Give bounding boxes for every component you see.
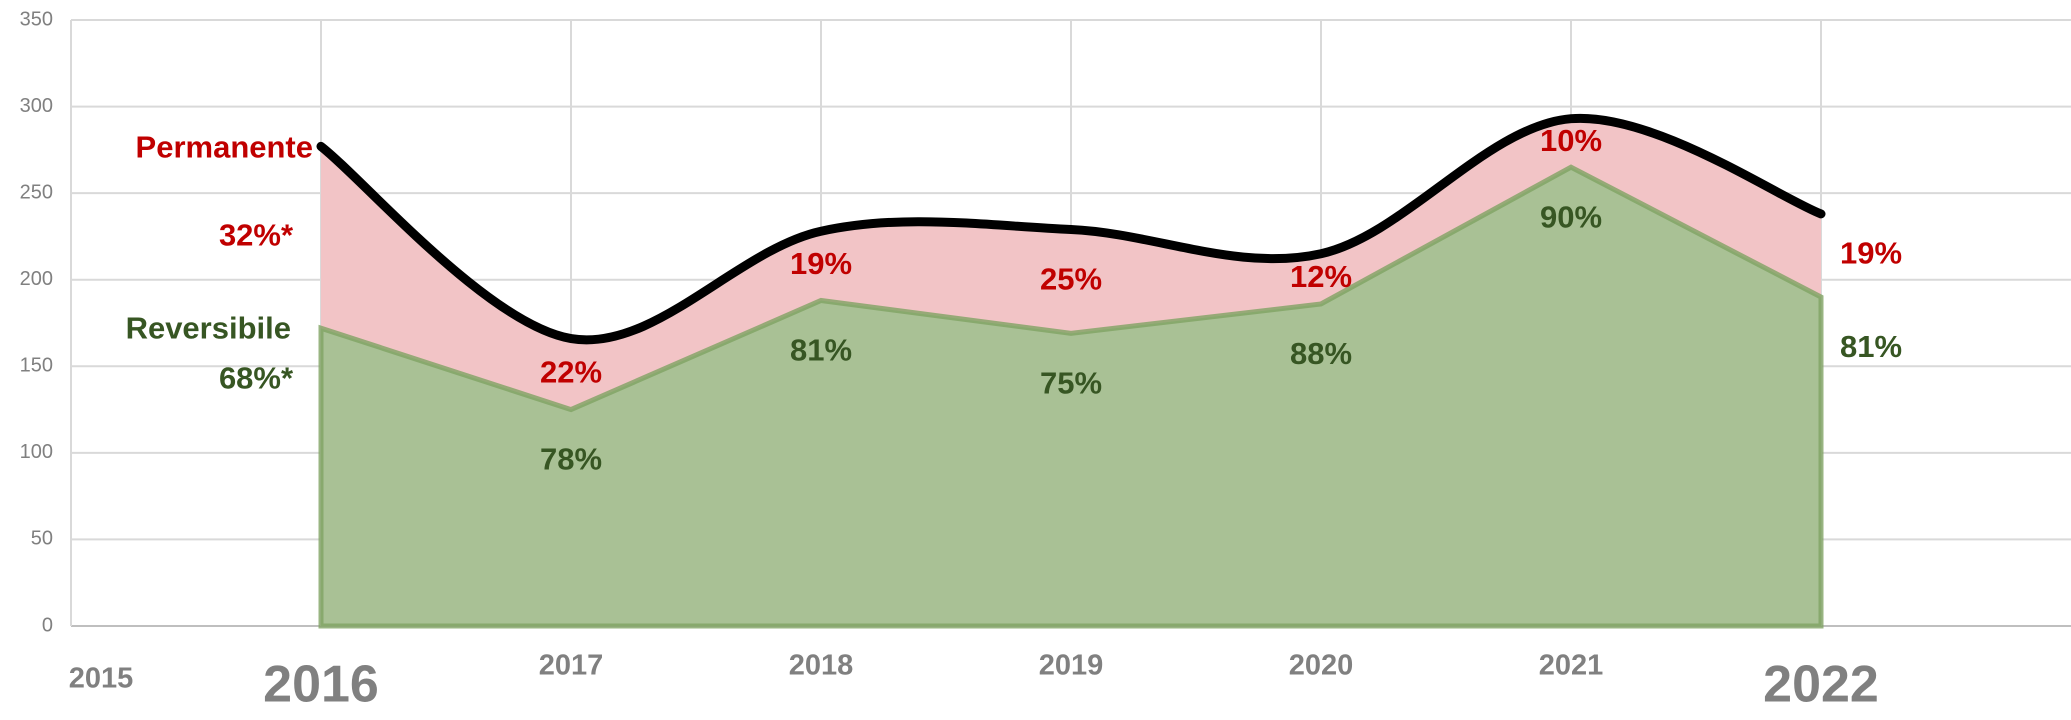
- legend-reversibile: Reversibile: [126, 310, 291, 345]
- total-line: [316, 113, 1826, 345]
- permanente-share-label: 19%: [790, 246, 852, 281]
- reversibile-share-label: 75%: [1040, 366, 1102, 401]
- permanente-share-label: 19%: [1840, 236, 1902, 271]
- x-tick-label: 2022: [1763, 656, 1879, 714]
- permanente-share-label: 32%*: [219, 217, 294, 252]
- x-tick-label: 2020: [1289, 650, 1354, 682]
- reversibile-share-label: 90%: [1540, 199, 1602, 234]
- permanente-share-label: 22%: [540, 354, 602, 389]
- y-tick-label: 0: [42, 614, 53, 636]
- y-tick-label: 350: [20, 8, 53, 30]
- reversibile-area: [318, 164, 1824, 629]
- y-tick-label: 300: [20, 95, 53, 117]
- reversibile-share-label: 81%: [790, 333, 852, 368]
- x-tick-label: 2021: [1539, 650, 1604, 682]
- y-tick-label: 50: [31, 528, 53, 550]
- reversibile-share-label: 68%*: [219, 360, 294, 395]
- x-tick-label: 2015: [69, 663, 134, 695]
- reversibile-share-label: 81%: [1840, 329, 1902, 364]
- x-tick-label: 2016: [263, 656, 379, 714]
- permanente-share-label: 12%: [1290, 259, 1352, 294]
- x-tick-label: 2017: [539, 650, 604, 682]
- y-tick-label: 200: [20, 268, 53, 290]
- reversibile-share-label: 88%: [1290, 336, 1352, 371]
- y-tick-label: 150: [20, 355, 53, 377]
- x-tick-label: 2018: [789, 650, 854, 682]
- legend-permanente: Permanente: [136, 130, 313, 165]
- y-tick-label: 100: [20, 441, 53, 463]
- permanente-share-label: 10%: [1540, 123, 1602, 158]
- x-tick-label: 2019: [1039, 650, 1104, 682]
- y-tick-label: 250: [20, 181, 53, 203]
- permanente-share-label: 25%: [1040, 262, 1102, 297]
- reversibile-share-label: 78%: [540, 442, 602, 477]
- permanente-area: [321, 118, 1821, 410]
